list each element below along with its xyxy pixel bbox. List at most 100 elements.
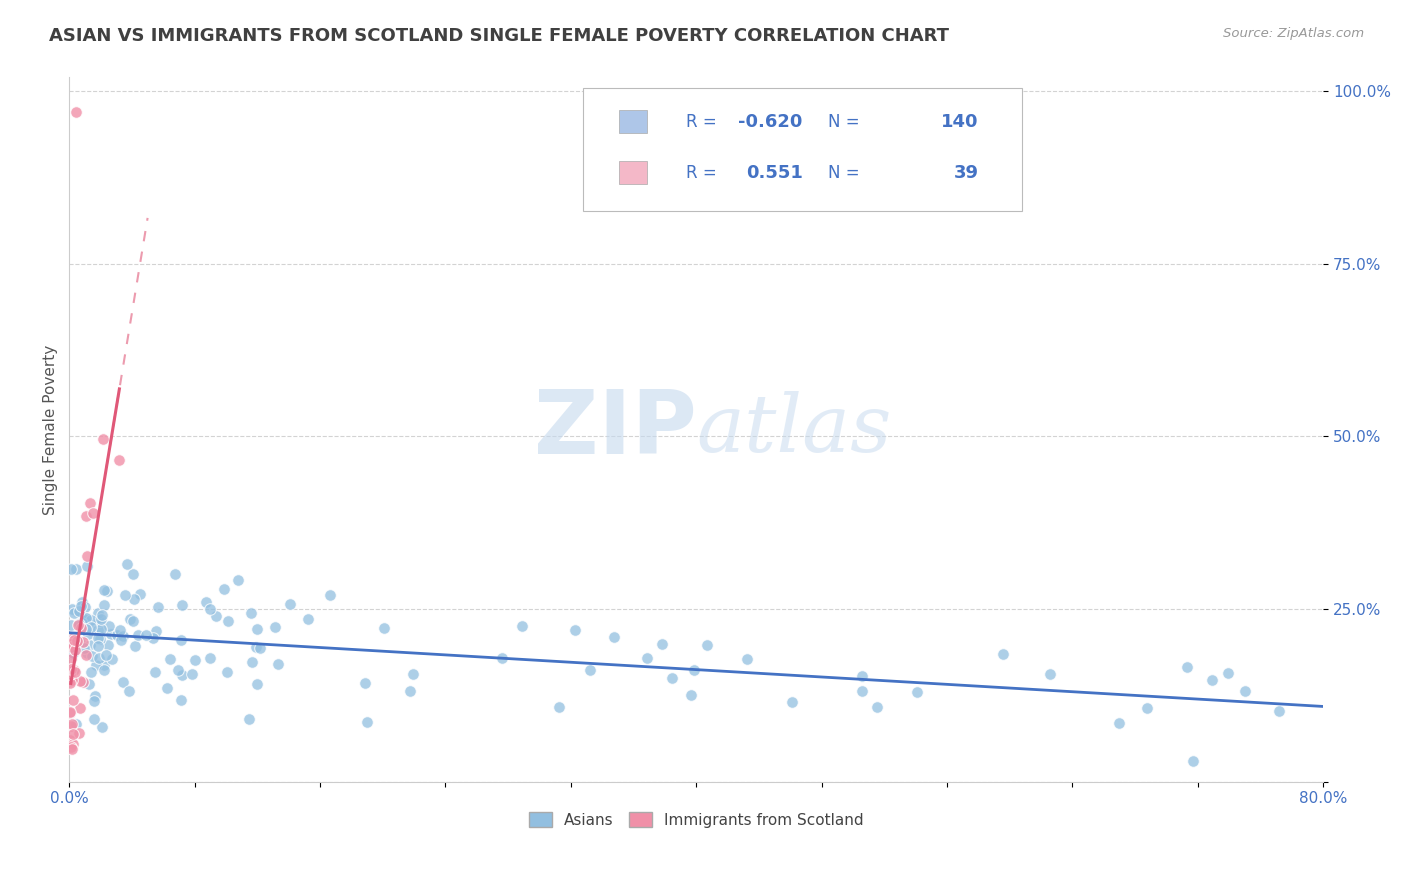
Point (70, 615, 93, 630)
Point (59, 733, 82, 747)
Point (651, 637, 673, 651)
Point (117, 557, 139, 571)
Point (83, 694, 105, 708)
Point (65, 716, 87, 731)
Point (1268, 704, 1291, 718)
Point (636, 651, 658, 665)
Point (166, 663, 188, 677)
Point (108, 623, 131, 637)
Point (83, 712, 105, 726)
Point (212, 582, 235, 596)
Point (60, 640, 83, 655)
Text: 39: 39 (953, 163, 979, 181)
Point (63, 665, 86, 680)
Point (60, 742, 83, 756)
Point (62, 693, 84, 707)
Point (240, 656, 263, 670)
Point (122, 567, 145, 582)
Point (118, 683, 141, 698)
Point (200, 651, 222, 665)
Point (780, 695, 803, 709)
Point (87, 614, 110, 628)
Point (67, 604, 90, 618)
Point (58, 667, 80, 681)
Point (172, 668, 194, 682)
Point (82, 506, 104, 520)
Point (75, 599, 97, 614)
Point (181, 666, 204, 681)
Point (851, 669, 873, 683)
Point (89, 651, 111, 665)
Point (67, 616, 90, 631)
Text: ASIAN VS IMMIGRANTS FROM SCOTLAND SINGLE FEMALE POVERTY CORRELATION CHART: ASIAN VS IMMIGRANTS FROM SCOTLAND SINGLE… (49, 27, 949, 45)
Point (204, 609, 226, 624)
Point (238, 713, 260, 727)
Point (163, 566, 186, 581)
Point (564, 624, 586, 638)
Point (73, 641, 96, 656)
Point (62, 727, 84, 741)
Point (69, 673, 91, 688)
Point (59, 719, 82, 733)
Point (143, 665, 166, 679)
Point (69, 701, 91, 715)
Point (245, 640, 267, 654)
Point (94, 648, 117, 662)
Text: 0.551: 0.551 (747, 163, 803, 181)
Point (69, 622, 91, 636)
Text: -0.620: -0.620 (738, 112, 803, 131)
Point (80, 665, 103, 680)
Point (93, 583, 115, 598)
Point (110, 632, 132, 647)
Point (100, 627, 122, 641)
FancyBboxPatch shape (583, 88, 1022, 211)
Point (98, 619, 121, 633)
Point (60, 673, 83, 688)
Bar (619, 161, 648, 184)
Point (156, 681, 179, 695)
Point (76, 549, 98, 563)
Point (89, 632, 111, 647)
Point (59, 562, 82, 576)
Point (112, 630, 135, 644)
Point (491, 651, 513, 665)
Point (353, 676, 375, 690)
Point (87, 640, 110, 654)
Point (661, 671, 683, 685)
Point (65, 562, 87, 576)
Point (356, 714, 378, 729)
Point (170, 598, 193, 612)
Point (79, 638, 101, 652)
Point (62, 663, 84, 677)
Point (93, 598, 115, 612)
Point (60, 739, 83, 754)
Point (1175, 660, 1198, 674)
Point (194, 594, 217, 608)
Point (402, 667, 425, 681)
Point (60, 716, 83, 731)
Point (135, 628, 157, 642)
Point (65, 604, 87, 618)
Point (67, 726, 90, 740)
Point (86, 658, 108, 673)
Point (84, 615, 107, 629)
Point (90, 608, 112, 623)
Point (89, 612, 111, 626)
Point (77, 677, 100, 691)
Point (297, 612, 319, 626)
Point (90, 622, 112, 636)
Text: Source: ZipAtlas.com: Source: ZipAtlas.com (1223, 27, 1364, 40)
Point (683, 663, 706, 677)
Point (159, 652, 181, 666)
Point (76, 559, 98, 574)
Point (278, 597, 301, 611)
Point (63, 631, 86, 645)
Point (59, 651, 82, 665)
Point (60, 638, 83, 652)
Point (1136, 701, 1159, 715)
Text: N =: N = (828, 163, 859, 181)
Point (1201, 673, 1223, 688)
Point (146, 600, 169, 615)
Point (93, 663, 115, 677)
Text: 140: 140 (941, 112, 979, 131)
